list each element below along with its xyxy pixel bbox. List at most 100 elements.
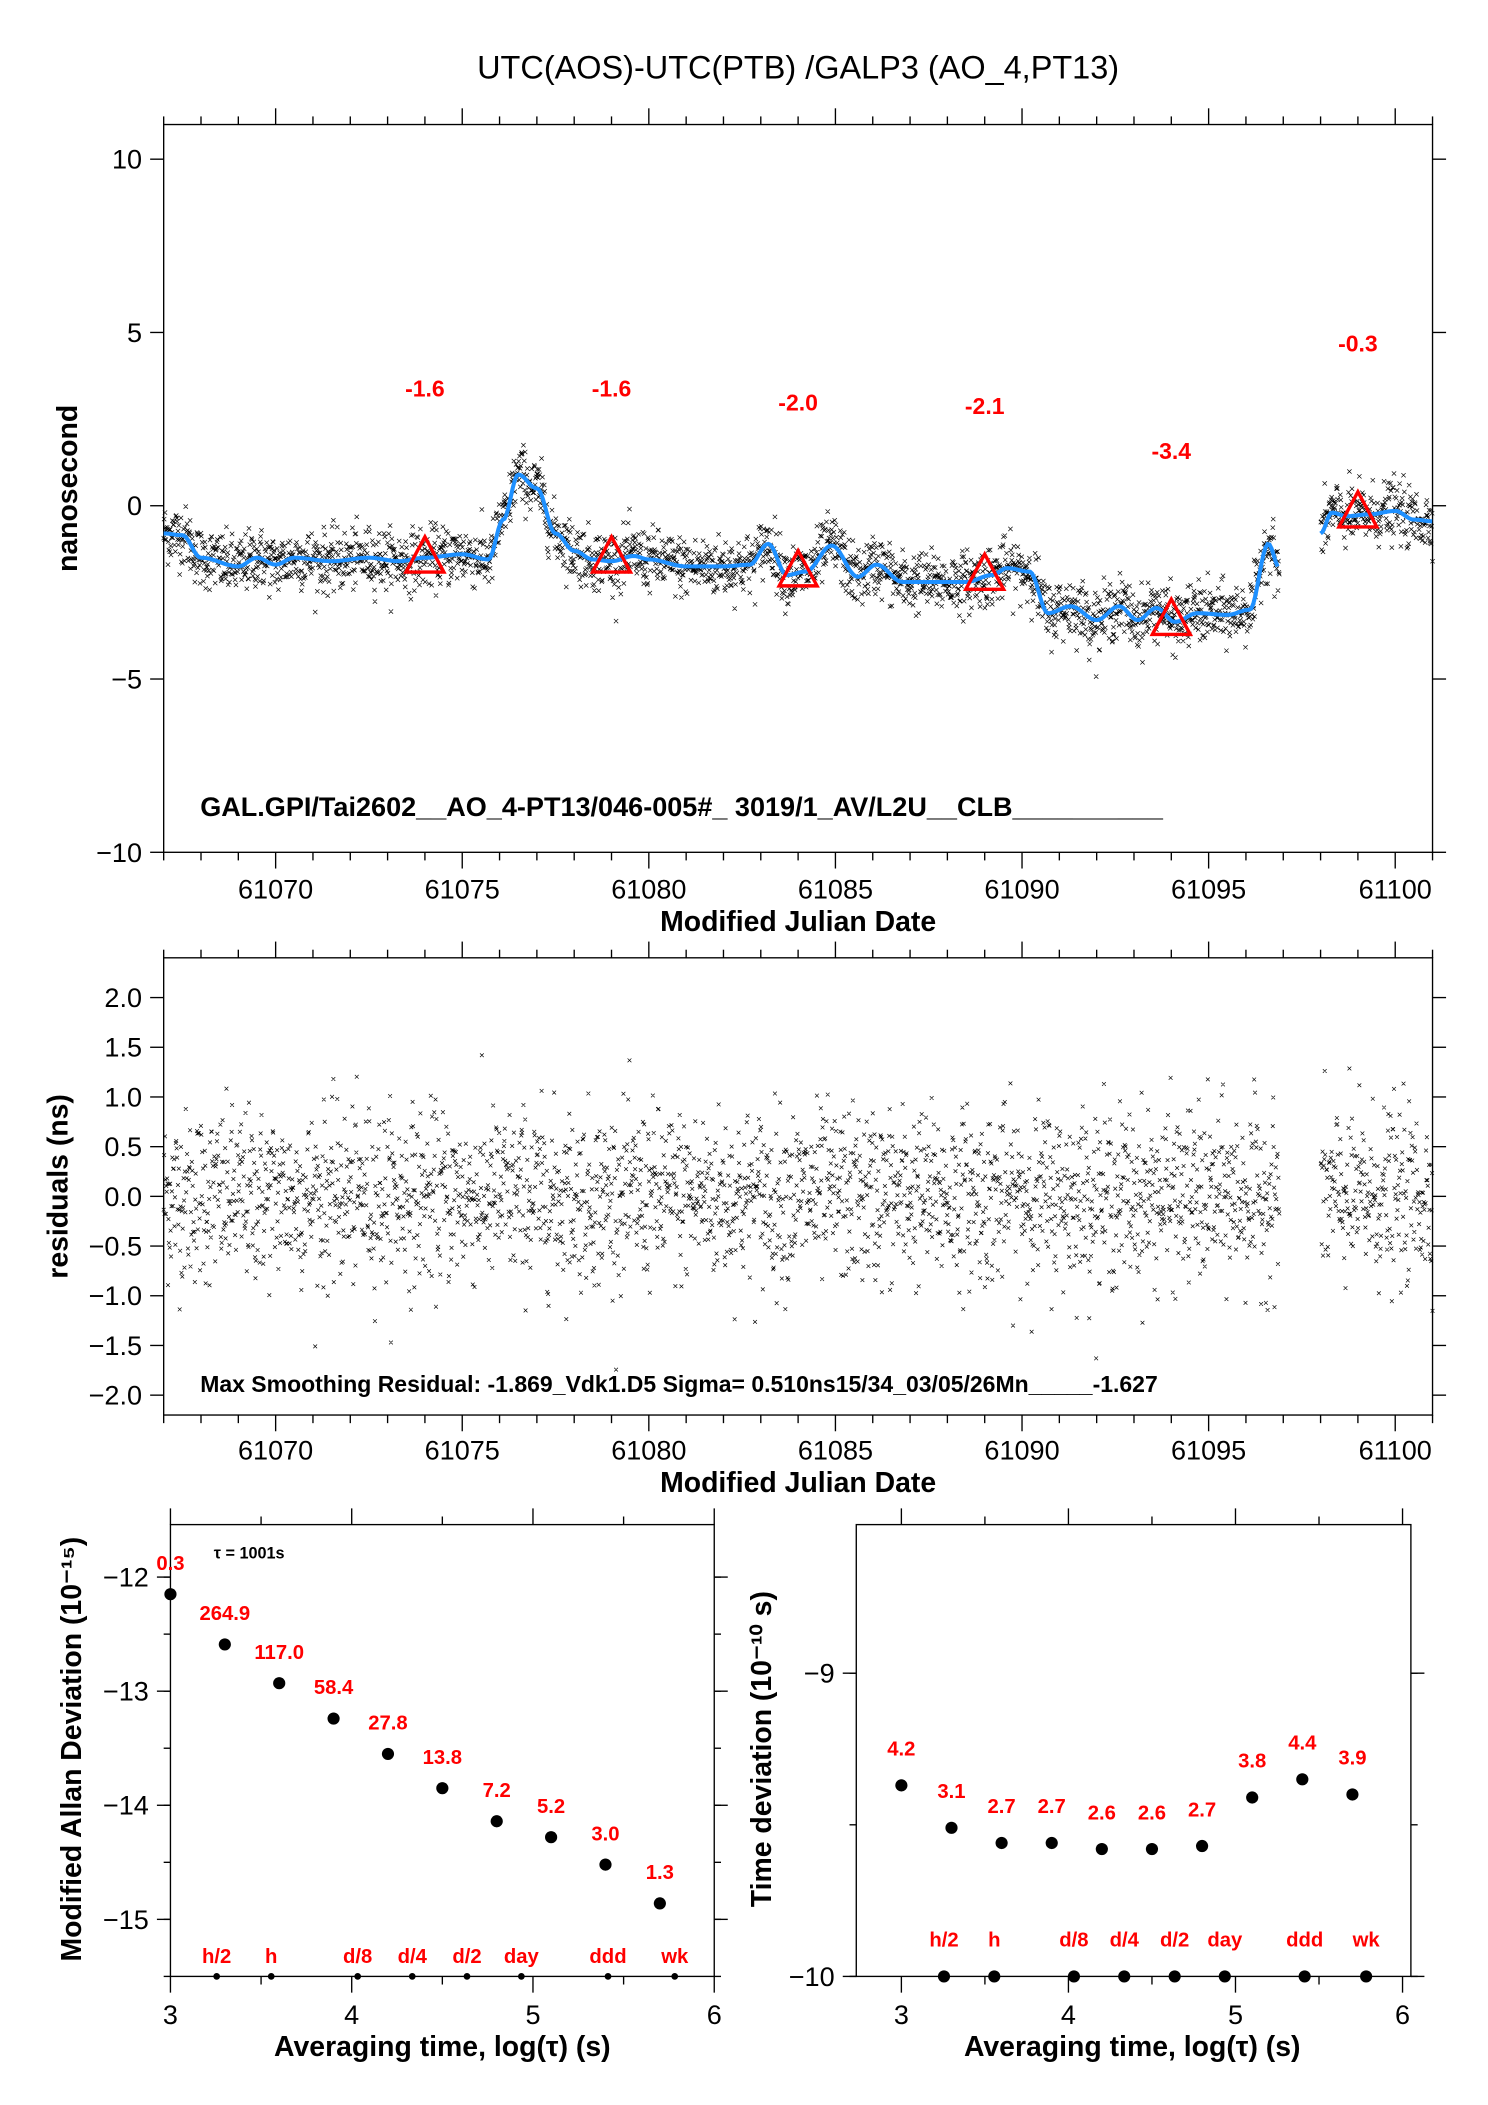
y-tick-label: 5	[127, 318, 142, 348]
triangle-marker	[1149, 595, 1194, 637]
x-axis-label: Modified Julian Date	[660, 1467, 936, 1499]
smoothed-curve	[163, 472, 1433, 624]
y-tick-label: −2.0	[89, 1381, 142, 1411]
data-point	[1045, 1836, 1058, 1850]
time-deviation-plot: Averaging time, log(τ) (s) Time deviatio…	[746, 1508, 1425, 2063]
interval-label: d/4	[1110, 1930, 1140, 1952]
interval-dot	[671, 1973, 679, 1980]
plot-annotation: Max Smoothing Residual: -1.869_Vdk1.D5 S…	[200, 1371, 1158, 1397]
y-tick-label: −1.0	[89, 1281, 142, 1311]
point-value-label: 27.8	[368, 1713, 407, 1735]
y-tick-label: −10	[96, 838, 142, 868]
allan-deviation-plot: Averaging time, log(τ) (s) Modified Alla…	[56, 1508, 728, 2063]
interval-label: h	[988, 1930, 1000, 1952]
interval-dot	[517, 1973, 525, 1980]
x-axis-label: Averaging time, log(τ) (s)	[964, 2031, 1301, 2063]
data-point	[945, 1821, 958, 1834]
data-point	[1095, 1842, 1108, 1856]
plot-frame	[163, 957, 1434, 1416]
plot-annotation: GAL.GPI/Tai2602__AO_4-PT13/046-005#_ 301…	[200, 792, 1164, 822]
x-tick-label: 3	[163, 2000, 178, 2030]
marker-value-label: -3.4	[1151, 438, 1191, 464]
interval-label: d/4	[398, 1946, 428, 1968]
interval-dot	[354, 1973, 362, 1980]
point-value-label: 117.0	[254, 1642, 304, 1664]
x-tick-label: 3	[894, 2000, 909, 2030]
interval-label: wk	[1352, 1930, 1381, 1952]
point-value-label: 2.6	[1088, 1802, 1116, 1824]
data-point	[653, 1897, 666, 1910]
x-tick-label: 61095	[1171, 1436, 1246, 1466]
data-point	[273, 1677, 286, 1690]
point-value-label: 2.7	[988, 1796, 1016, 1818]
triangle-marker	[589, 533, 634, 574]
residuals-plot: Modified Julian Date residuals (ns) Max …	[43, 941, 1447, 1499]
chart-title: UTC(AOS)-UTC(PTB) /GALP3 (AO_4,PT13)	[477, 50, 1119, 86]
interval-dot	[1298, 1970, 1311, 1983]
data-point	[895, 1779, 908, 1792]
x-tick-label: 61075	[425, 1436, 500, 1466]
marker-value-label: -1.6	[592, 376, 632, 402]
point-value-label: 1.3	[646, 1862, 674, 1884]
x-tick-label: 61080	[611, 874, 686, 904]
point-value-label: 3.8	[1238, 1751, 1266, 1773]
triangle-marker	[403, 533, 447, 574]
interval-dot	[213, 1973, 221, 1980]
point-value-label: 7.2	[483, 1780, 511, 1802]
x-tick-label: 6	[1395, 2000, 1410, 2030]
data-point	[995, 1836, 1008, 1850]
data-point	[1346, 1788, 1359, 1801]
x-tick-label: 61100	[1359, 874, 1432, 904]
y-tick-label: 1.0	[104, 1082, 142, 1112]
interval-label: day	[1207, 1930, 1243, 1952]
triangle-marker	[776, 547, 820, 588]
point-value-label: 3.1	[937, 1781, 965, 1803]
interval-dot	[1218, 1970, 1231, 1983]
x-tick-label: 5	[1228, 2000, 1243, 2030]
y-tick-label: 10	[112, 145, 142, 175]
point-value-label: 3.0	[591, 1823, 619, 1845]
x-tick-label: 61080	[611, 1436, 686, 1466]
interval-dot	[937, 1970, 951, 1983]
x-tick-label: 61100	[1359, 1436, 1432, 1466]
y-tick-label: −13	[103, 1677, 149, 1707]
y-axis-label: nanosecond	[52, 405, 84, 572]
x-tick-label: 61085	[798, 874, 873, 904]
tau-annotation: τ = 1001s	[214, 1544, 285, 1562]
marker-value-label: -0.3	[1338, 331, 1378, 357]
point-value-label: 5.2	[537, 1796, 565, 1818]
interval-label: d/8	[343, 1946, 372, 1968]
x-tick-label: 61085	[798, 1436, 873, 1466]
interval-label: d/2	[452, 1946, 481, 1968]
data-point	[1195, 1839, 1209, 1853]
y-tick-label: 2.0	[104, 983, 142, 1013]
y-tick-label: −9	[804, 1659, 835, 1689]
plot-frame	[163, 123, 1434, 853]
marker-value-label: -1.6	[405, 376, 445, 402]
interval-label: d/8	[1059, 1930, 1088, 1952]
interval-label: ddd	[589, 1946, 626, 1968]
interval-dot	[267, 1973, 275, 1980]
data-point	[1145, 1842, 1159, 1856]
x-tick-label: 61095	[1171, 874, 1246, 904]
y-axis-label: Modified Allan Deviation (10⁻¹⁵)	[56, 1537, 88, 1962]
y-tick-label: −5	[111, 664, 142, 694]
x-tick-label: 61075	[425, 874, 500, 904]
point-value-label: 2.7	[1188, 1799, 1216, 1821]
interval-label: h/2	[929, 1930, 958, 1952]
point-value-label: 13.8	[423, 1747, 462, 1769]
x-tick-label: 6	[707, 2000, 722, 2030]
x-tick-label: 61070	[238, 1436, 313, 1466]
y-tick-label: 0	[127, 491, 142, 521]
data-point	[1246, 1791, 1259, 1804]
data-point	[327, 1712, 340, 1725]
interval-dot	[1067, 1970, 1081, 1983]
point-value-label: 58.4	[314, 1677, 354, 1699]
marker-value-label: -2.1	[965, 393, 1005, 419]
y-tick-label: −12	[103, 1563, 149, 1593]
interval-dot	[463, 1973, 471, 1980]
interval-dot	[1360, 1970, 1373, 1983]
y-tick-label: −10	[789, 1962, 835, 1992]
y-tick-label: −1.5	[89, 1331, 142, 1361]
point-value-label: 4.2	[887, 1739, 915, 1761]
